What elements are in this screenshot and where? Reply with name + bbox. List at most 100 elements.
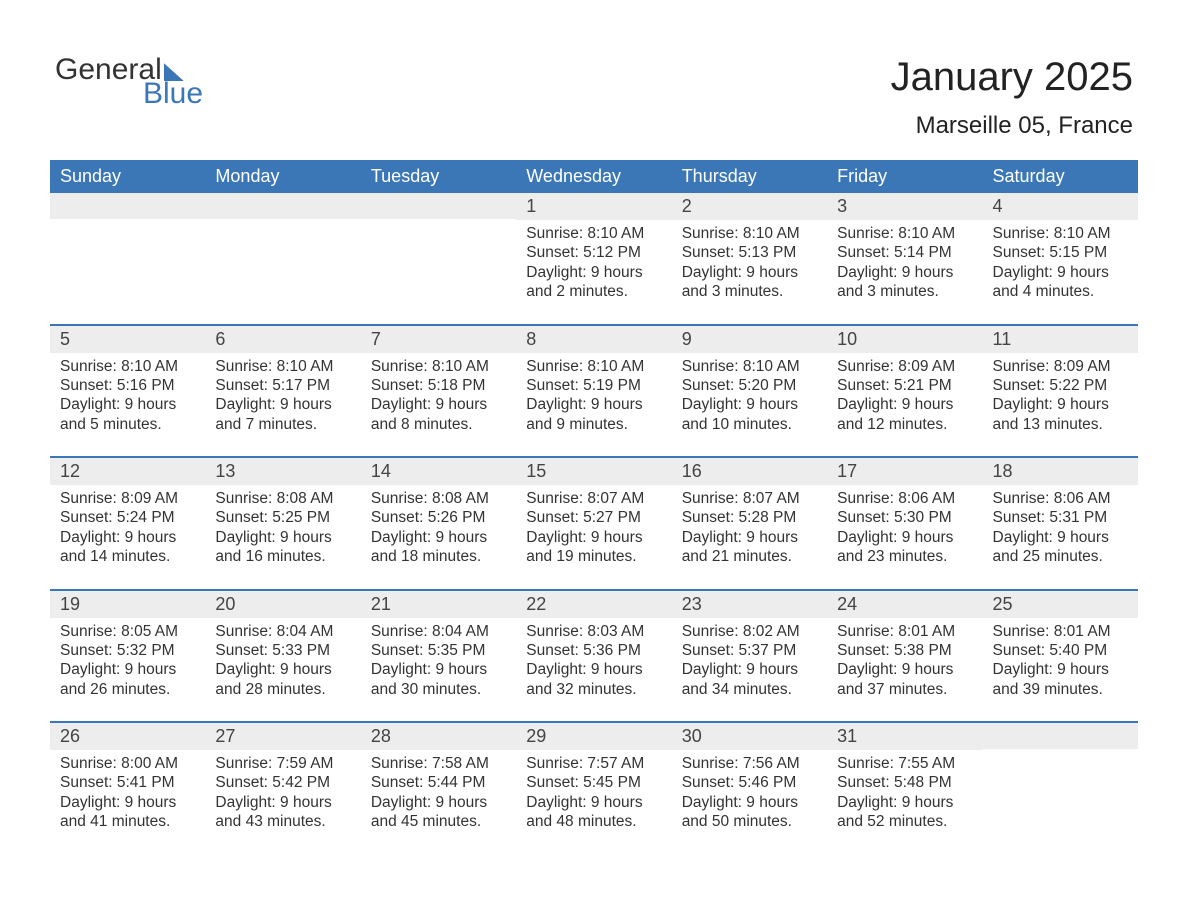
day-daylight2: and 3 minutes. bbox=[837, 282, 972, 301]
day-daylight2: and 14 minutes. bbox=[60, 547, 195, 566]
day-number: 26 bbox=[50, 723, 205, 750]
day-daylight2: and 4 minutes. bbox=[993, 282, 1128, 301]
day-sunset: Sunset: 5:14 PM bbox=[837, 243, 972, 262]
day-sunset: Sunset: 5:15 PM bbox=[993, 243, 1128, 262]
day-daylight2: and 8 minutes. bbox=[371, 415, 506, 434]
day-content: Sunrise: 8:06 AMSunset: 5:31 PMDaylight:… bbox=[983, 485, 1138, 567]
day-content: Sunrise: 8:10 AMSunset: 5:13 PMDaylight:… bbox=[672, 220, 827, 302]
day-sunrise: Sunrise: 8:10 AM bbox=[526, 224, 661, 243]
day-daylight1: Daylight: 9 hours bbox=[526, 793, 661, 812]
day-sunrise: Sunrise: 8:10 AM bbox=[682, 224, 817, 243]
calendar-day: 23Sunrise: 8:02 AMSunset: 5:37 PMDayligh… bbox=[672, 591, 827, 706]
day-sunset: Sunset: 5:32 PM bbox=[60, 641, 195, 660]
day-sunset: Sunset: 5:38 PM bbox=[837, 641, 972, 660]
day-daylight2: and 50 minutes. bbox=[682, 812, 817, 831]
day-daylight2: and 48 minutes. bbox=[526, 812, 661, 831]
day-number bbox=[361, 193, 516, 219]
calendar-day: 10Sunrise: 8:09 AMSunset: 5:21 PMDayligh… bbox=[827, 326, 982, 441]
calendar-day: 27Sunrise: 7:59 AMSunset: 5:42 PMDayligh… bbox=[205, 723, 360, 838]
day-content: Sunrise: 8:08 AMSunset: 5:25 PMDaylight:… bbox=[205, 485, 360, 567]
day-sunset: Sunset: 5:42 PM bbox=[215, 773, 350, 792]
day-daylight1: Daylight: 9 hours bbox=[215, 528, 350, 547]
day-sunrise: Sunrise: 8:09 AM bbox=[837, 357, 972, 376]
day-sunrise: Sunrise: 8:03 AM bbox=[526, 622, 661, 641]
day-number: 27 bbox=[205, 723, 360, 750]
calendar-day: 13Sunrise: 8:08 AMSunset: 5:25 PMDayligh… bbox=[205, 458, 360, 573]
day-daylight1: Daylight: 9 hours bbox=[682, 528, 817, 547]
day-sunset: Sunset: 5:36 PM bbox=[526, 641, 661, 660]
calendar-day bbox=[983, 723, 1138, 838]
day-content: Sunrise: 8:05 AMSunset: 5:32 PMDaylight:… bbox=[50, 618, 205, 700]
day-sunrise: Sunrise: 8:08 AM bbox=[215, 489, 350, 508]
day-daylight1: Daylight: 9 hours bbox=[371, 660, 506, 679]
day-sunset: Sunset: 5:46 PM bbox=[682, 773, 817, 792]
calendar-day: 31Sunrise: 7:55 AMSunset: 5:48 PMDayligh… bbox=[827, 723, 982, 838]
day-sunset: Sunset: 5:44 PM bbox=[371, 773, 506, 792]
day-number: 10 bbox=[827, 326, 982, 353]
day-daylight2: and 37 minutes. bbox=[837, 680, 972, 699]
day-sunset: Sunset: 5:21 PM bbox=[837, 376, 972, 395]
day-sunset: Sunset: 5:35 PM bbox=[371, 641, 506, 660]
calendar-day: 24Sunrise: 8:01 AMSunset: 5:38 PMDayligh… bbox=[827, 591, 982, 706]
logo-top-row: General bbox=[55, 55, 203, 85]
day-number: 30 bbox=[672, 723, 827, 750]
calendar-week: 12Sunrise: 8:09 AMSunset: 5:24 PMDayligh… bbox=[50, 456, 1138, 573]
day-content: Sunrise: 8:08 AMSunset: 5:26 PMDaylight:… bbox=[361, 485, 516, 567]
calendar-day: 4 Sunrise: 8:10 AMSunset: 5:15 PMDaylight… bbox=[983, 193, 1138, 308]
day-daylight1: Daylight: 9 hours bbox=[682, 660, 817, 679]
day-sunset: Sunset: 5:41 PM bbox=[60, 773, 195, 792]
days-of-week-header: SundayMondayTuesdayWednesdayThursdayFrid… bbox=[50, 160, 1138, 193]
page-title: January 2025 bbox=[891, 55, 1133, 100]
day-sunrise: Sunrise: 8:10 AM bbox=[837, 224, 972, 243]
day-daylight1: Daylight: 9 hours bbox=[215, 660, 350, 679]
day-number: 4 bbox=[983, 193, 1138, 220]
day-content: Sunrise: 7:59 AMSunset: 5:42 PMDaylight:… bbox=[205, 750, 360, 832]
calendar-week: 1Sunrise: 8:10 AMSunset: 5:12 PMDaylight… bbox=[50, 193, 1138, 308]
day-number: 1 bbox=[516, 193, 671, 220]
day-daylight2: and 5 minutes. bbox=[60, 415, 195, 434]
day-sunrise: Sunrise: 8:10 AM bbox=[993, 224, 1128, 243]
calendar-day: 11Sunrise: 8:09 AMSunset: 5:22 PMDayligh… bbox=[983, 326, 1138, 441]
calendar-day: 1Sunrise: 8:10 AMSunset: 5:12 PMDaylight… bbox=[516, 193, 671, 308]
calendar-day: 18Sunrise: 8:06 AMSunset: 5:31 PMDayligh… bbox=[983, 458, 1138, 573]
calendar-day: 17Sunrise: 8:06 AMSunset: 5:30 PMDayligh… bbox=[827, 458, 982, 573]
day-sunrise: Sunrise: 8:09 AM bbox=[60, 489, 195, 508]
calendar-day: 21Sunrise: 8:04 AMSunset: 5:35 PMDayligh… bbox=[361, 591, 516, 706]
page-header: January 2025 Marseille 05, France bbox=[891, 55, 1133, 140]
logo-text-blue: Blue bbox=[143, 79, 203, 109]
day-content: Sunrise: 8:09 AMSunset: 5:21 PMDaylight:… bbox=[827, 353, 982, 435]
day-content: Sunrise: 8:07 AMSunset: 5:27 PMDaylight:… bbox=[516, 485, 671, 567]
day-daylight1: Daylight: 9 hours bbox=[526, 528, 661, 547]
day-number: 17 bbox=[827, 458, 982, 485]
day-daylight2: and 2 minutes. bbox=[526, 282, 661, 301]
day-content: Sunrise: 7:57 AMSunset: 5:45 PMDaylight:… bbox=[516, 750, 671, 832]
day-daylight2: and 7 minutes. bbox=[215, 415, 350, 434]
day-number: 8 bbox=[516, 326, 671, 353]
day-daylight1: Daylight: 9 hours bbox=[526, 395, 661, 414]
day-content: Sunrise: 8:01 AMSunset: 5:40 PMDaylight:… bbox=[983, 618, 1138, 700]
day-content: Sunrise: 7:56 AMSunset: 5:46 PMDaylight:… bbox=[672, 750, 827, 832]
day-number: 3 bbox=[827, 193, 982, 220]
day-daylight2: and 12 minutes. bbox=[837, 415, 972, 434]
day-number: 5 bbox=[50, 326, 205, 353]
day-content: Sunrise: 8:10 AMSunset: 5:16 PMDaylight:… bbox=[50, 353, 205, 435]
day-number: 24 bbox=[827, 591, 982, 618]
day-content: Sunrise: 8:10 AMSunset: 5:17 PMDaylight:… bbox=[205, 353, 360, 435]
day-sunset: Sunset: 5:26 PM bbox=[371, 508, 506, 527]
day-sunrise: Sunrise: 8:10 AM bbox=[682, 357, 817, 376]
calendar-week: 26Sunrise: 8:00 AMSunset: 5:41 PMDayligh… bbox=[50, 721, 1138, 838]
day-number: 29 bbox=[516, 723, 671, 750]
day-daylight2: and 23 minutes. bbox=[837, 547, 972, 566]
day-sunrise: Sunrise: 7:55 AM bbox=[837, 754, 972, 773]
day-number: 18 bbox=[983, 458, 1138, 485]
day-sunset: Sunset: 5:28 PM bbox=[682, 508, 817, 527]
day-sunrise: Sunrise: 8:09 AM bbox=[993, 357, 1128, 376]
day-number: 6 bbox=[205, 326, 360, 353]
day-daylight2: and 25 minutes. bbox=[993, 547, 1128, 566]
dow-cell: Saturday bbox=[983, 160, 1138, 193]
day-sunset: Sunset: 5:27 PM bbox=[526, 508, 661, 527]
day-daylight1: Daylight: 9 hours bbox=[993, 263, 1128, 282]
day-sunset: Sunset: 5:17 PM bbox=[215, 376, 350, 395]
day-sunrise: Sunrise: 8:10 AM bbox=[371, 357, 506, 376]
day-daylight1: Daylight: 9 hours bbox=[371, 528, 506, 547]
